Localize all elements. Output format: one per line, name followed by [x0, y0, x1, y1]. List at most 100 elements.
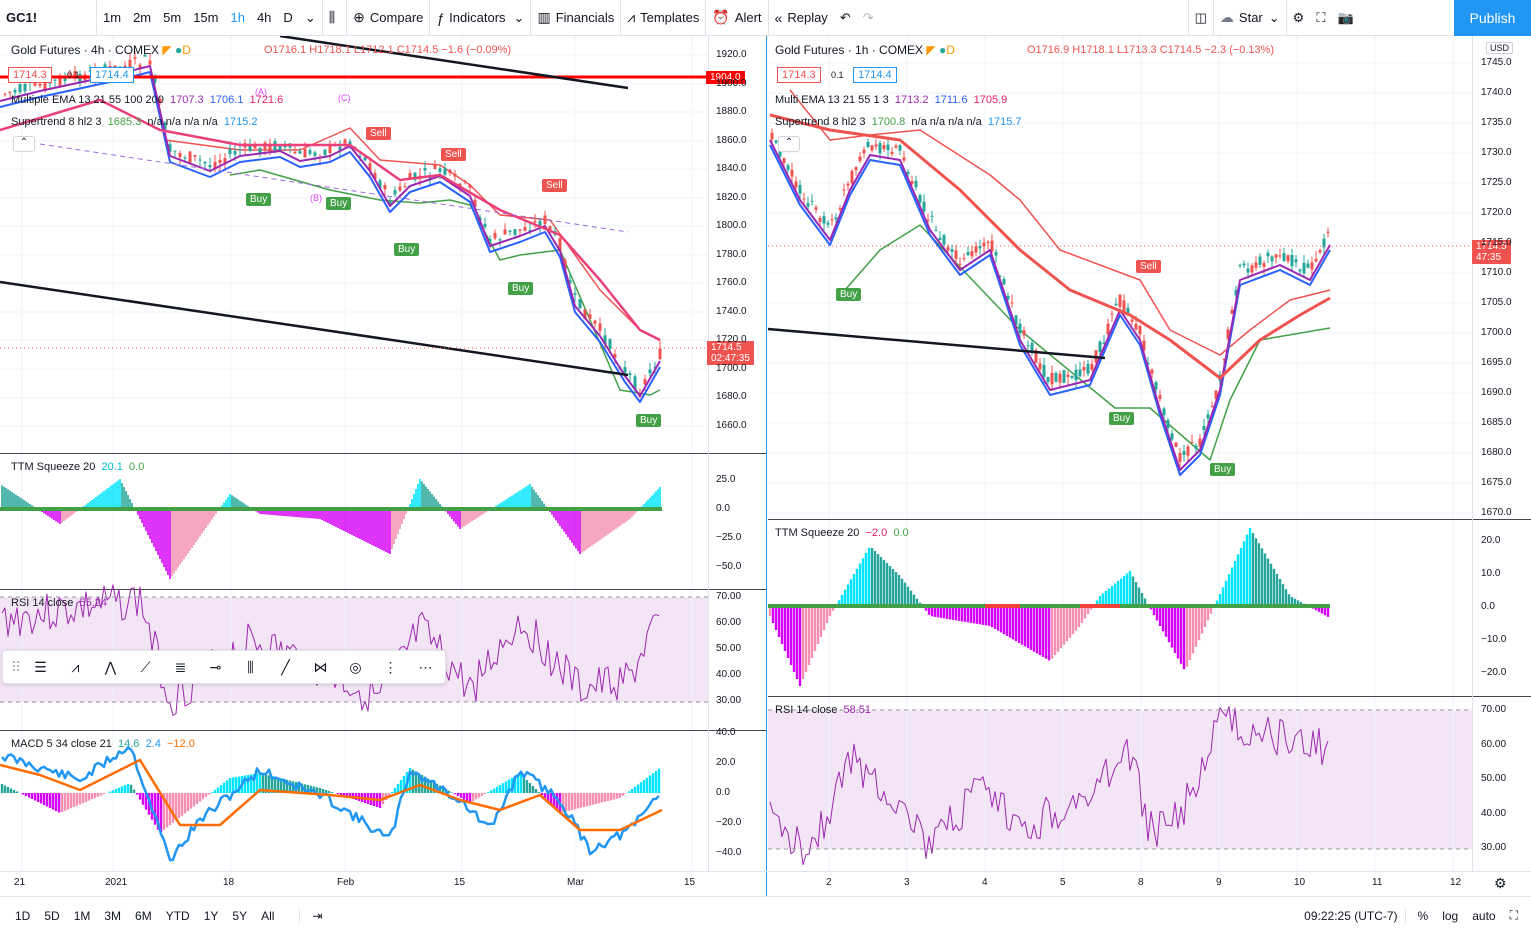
- percent-toggle[interactable]: %: [1404, 908, 1436, 923]
- fullscreen-icon[interactable]: ⛶: [1509, 908, 1518, 922]
- buy-signal: Buy: [636, 414, 662, 427]
- right-ask-button[interactable]: 1714.4: [853, 67, 897, 83]
- currency-label[interactable]: USD: [1486, 42, 1514, 54]
- date-range-icon[interactable]: ⋯: [418, 658, 433, 675]
- log-toggle[interactable]: log: [1442, 908, 1459, 923]
- financials-button[interactable]: ▥ Financials: [530, 0, 620, 36]
- publish-button[interactable]: Publish: [1454, 0, 1531, 36]
- screenshot-button[interactable]: 📷: [1331, 0, 1359, 36]
- right-supertrend-legend[interactable]: Supertrend 8 hl2 3 1700.8 n/a n/a n/a n/…: [775, 116, 1022, 128]
- layout-button[interactable]: ◫: [1187, 0, 1213, 36]
- undo-button[interactable]: ↶: [834, 0, 857, 36]
- time-tick: 8: [1138, 877, 1144, 888]
- buy-signal: Buy: [394, 243, 420, 256]
- candle: [1290, 254, 1294, 267]
- candle: [73, 71, 77, 77]
- candle: [1106, 323, 1110, 335]
- ema-21: [0, 65, 661, 397]
- drawing-toolbar[interactable]: ⠿ ☰ ⩘ ⋀ ⟋ ≣ ⊸ ⫼ ╱ ⋈ ◎ ⋮ ⋯: [2, 650, 446, 684]
- right-plot: [768, 89, 1472, 866]
- line-tool-icon[interactable]: ╱: [281, 658, 290, 675]
- candle: [878, 143, 882, 154]
- camera-icon: 📷: [1337, 9, 1354, 25]
- left-bid-button[interactable]: 1714.3: [8, 67, 52, 83]
- price-tick: 1715.0: [1481, 237, 1512, 248]
- xabcd-pattern-icon[interactable]: ⋈: [313, 658, 328, 675]
- indicators-button[interactable]: ƒ Indicators ⌄: [429, 0, 530, 36]
- chart-type-button[interactable]: ⫼: [321, 0, 346, 36]
- horizontal-ray-icon[interactable]: ⊸: [209, 658, 222, 675]
- left-supertrend-legend[interactable]: Supertrend 8 hl2 3 1685.3 n/a n/a n/a n/…: [11, 116, 258, 128]
- interval-4h[interactable]: 4h: [256, 10, 272, 25]
- compare-button[interactable]: ⊕ Compare: [346, 0, 429, 36]
- range-5d[interactable]: 5D: [44, 908, 60, 923]
- fib-retracement-icon[interactable]: ≣: [174, 658, 187, 675]
- interval-dropdown-icon[interactable]: ⌄: [304, 9, 316, 25]
- candle: [508, 230, 512, 232]
- fullscreen-button[interactable]: ⛶: [1310, 0, 1331, 36]
- candle: [403, 186, 407, 188]
- left-ema-legend[interactable]: Multiple EMA 13 21 55 100 200 1707.3 170…: [11, 94, 284, 106]
- left-macd-legend[interactable]: MACD 5 34 close 21 14.6 2.4 −12.0: [11, 738, 195, 750]
- settings-button[interactable]: ⚙: [1285, 0, 1311, 36]
- abc-pattern-icon[interactable]: ⋀: [104, 658, 117, 675]
- indicator-tick: 40.0: [716, 727, 736, 738]
- candle: [778, 149, 782, 157]
- range-1m[interactable]: 1M: [73, 908, 91, 923]
- candle: [942, 235, 946, 245]
- price-tick: 1735.0: [1481, 117, 1512, 128]
- candle: [1162, 408, 1166, 416]
- right-ttm-legend[interactable]: TTM Squeeze 20 −2.0 0.0: [775, 527, 909, 539]
- collapse-legend-button-right[interactable]: ⌃: [778, 136, 800, 152]
- left-ask-button[interactable]: 1714.4: [90, 67, 134, 83]
- indicator-tick: 50.00: [716, 643, 742, 654]
- indicator-tick: −40.0: [716, 847, 742, 858]
- drag-handle-icon[interactable]: ⠿: [10, 658, 22, 675]
- replay-button[interactable]: «Replay: [767, 0, 834, 36]
- range-1d[interactable]: 1D: [15, 908, 31, 923]
- interval-d[interactable]: D: [283, 10, 293, 25]
- long-position-icon[interactable]: ⫼: [247, 658, 254, 675]
- symbol-search[interactable]: GC1!: [6, 10, 38, 25]
- clock[interactable]: 09:22:25 (UTC-7): [1304, 908, 1398, 923]
- candle: [538, 220, 542, 228]
- range-5y[interactable]: 5Y: [232, 908, 248, 923]
- range-ytd[interactable]: YTD: [165, 908, 190, 923]
- interval-2m[interactable]: 2m: [133, 10, 152, 25]
- candle: [1202, 425, 1206, 431]
- left-ttm-legend[interactable]: TTM Squeeze 20 20.1 0.0: [11, 461, 145, 473]
- range-all[interactable]: All: [261, 908, 275, 923]
- range-1y[interactable]: 1Y: [203, 908, 219, 923]
- interval-5m[interactable]: 5m: [163, 10, 182, 25]
- indicator-tick: 30.00: [1481, 842, 1507, 853]
- right-rsi-legend[interactable]: RSI 14 close 58.51: [775, 704, 872, 716]
- candle: [488, 239, 492, 242]
- auto-toggle[interactable]: auto: [1472, 908, 1496, 923]
- collapse-legend-button[interactable]: ⌃: [13, 136, 35, 152]
- candle: [1102, 342, 1106, 345]
- candle: [1086, 364, 1090, 374]
- interval-15m[interactable]: 15m: [193, 10, 219, 25]
- alert-button[interactable]: ⏰ Alert: [705, 0, 767, 36]
- fib-spiral-icon[interactable]: ◎: [349, 658, 362, 675]
- range-3m[interactable]: 3M: [104, 908, 122, 923]
- elliott-wave-icon[interactable]: ⩘: [71, 658, 80, 675]
- star-button[interactable]: ☁ Star ⌄: [1212, 0, 1286, 36]
- templates-button[interactable]: ⩘ Templates: [620, 0, 705, 36]
- interval-1m[interactable]: 1m: [96, 0, 127, 36]
- range-6m[interactable]: 6M: [135, 908, 152, 923]
- chart-area[interactable]: ⚙: [0, 36, 1531, 896]
- candle: [1126, 307, 1130, 316]
- goto-date-button[interactable]: ⇥: [299, 908, 329, 923]
- candle: [568, 280, 572, 284]
- right-chart-title: Gold Futures · 1h · COMEX ◤ ●D: [775, 43, 955, 57]
- left-rsi-legend[interactable]: RSI 14 close 55.24: [11, 597, 108, 609]
- right-bid-button[interactable]: 1714.3: [777, 67, 821, 83]
- interval-1h[interactable]: 1h: [230, 10, 245, 25]
- redo-button[interactable]: ↷: [857, 0, 880, 36]
- right-ema-legend[interactable]: Multi EMA 13 21 55 1 3 1713.2 1711.6 170…: [775, 94, 1008, 106]
- horizontal-lines-icon[interactable]: ☰: [34, 658, 47, 675]
- price-tick: 1860.0: [716, 134, 747, 146]
- trend-line-tool-icon[interactable]: ⟋: [140, 658, 151, 675]
- price-range-icon[interactable]: ⋮: [383, 658, 398, 675]
